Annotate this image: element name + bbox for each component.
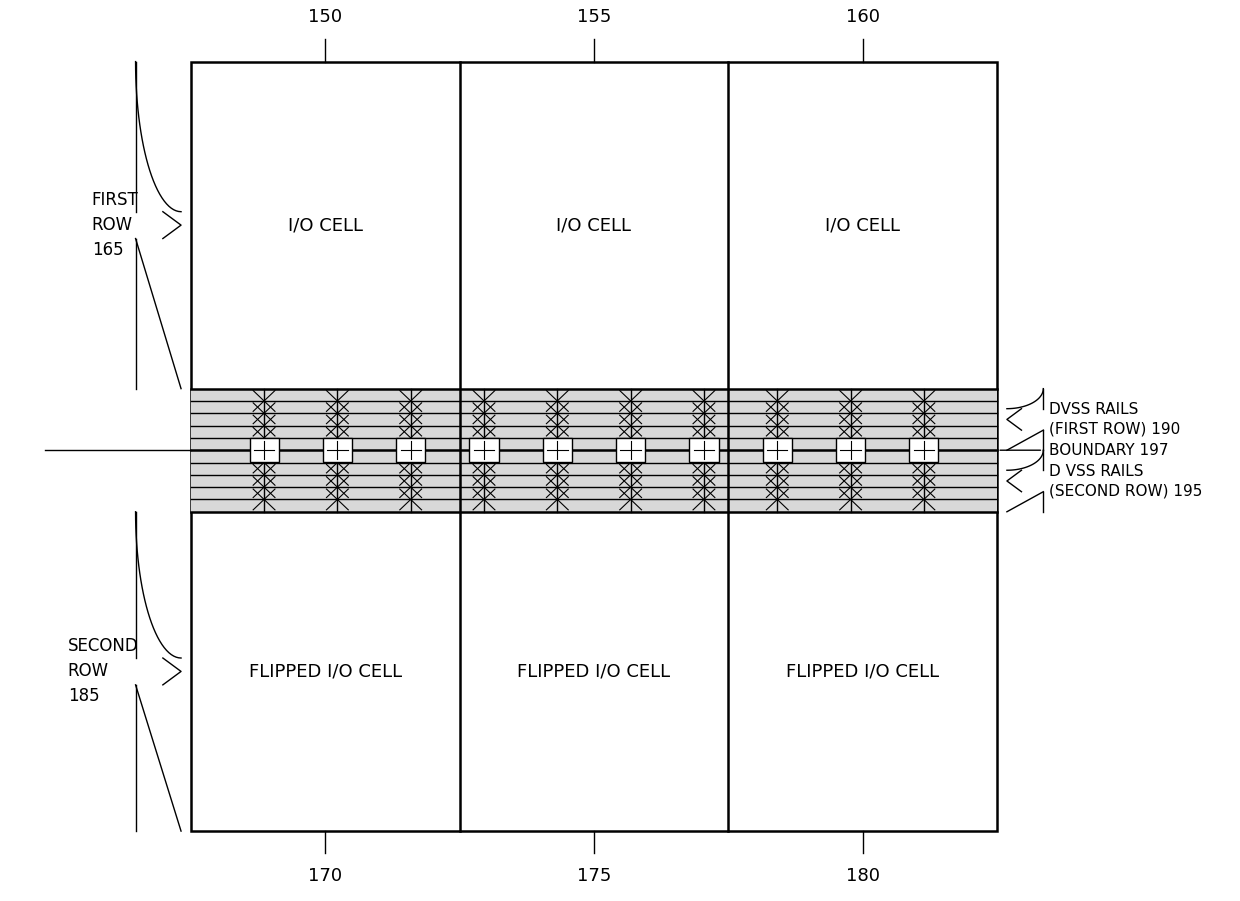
Text: I/O CELL: I/O CELL (826, 216, 900, 234)
Bar (249, 438, 279, 462)
Text: 160: 160 (846, 8, 880, 26)
Bar (322, 438, 352, 462)
Bar (763, 438, 792, 462)
Text: 180: 180 (846, 867, 880, 885)
Text: D VSS RAILS
(SECOND ROW) 195: D VSS RAILS (SECOND ROW) 195 (1049, 464, 1203, 498)
Bar (616, 438, 645, 462)
Bar (689, 438, 718, 462)
Bar (191, 388, 997, 512)
Text: 155: 155 (577, 8, 611, 26)
Text: 150: 150 (308, 8, 342, 26)
Text: I/O CELL: I/O CELL (288, 216, 362, 234)
Text: 175: 175 (577, 867, 611, 885)
Bar (909, 438, 939, 462)
Text: FLIPPED I/O CELL: FLIPPED I/O CELL (248, 662, 402, 680)
Text: FLIPPED I/O CELL: FLIPPED I/O CELL (786, 662, 940, 680)
Text: BOUNDARY 197: BOUNDARY 197 (1049, 442, 1169, 458)
Text: DVSS RAILS
(FIRST ROW) 190: DVSS RAILS (FIRST ROW) 190 (1049, 402, 1180, 437)
Bar (470, 438, 498, 462)
Bar (191, 61, 997, 831)
Bar (543, 438, 572, 462)
Bar (396, 438, 425, 462)
Text: I/O CELL: I/O CELL (557, 216, 631, 234)
Text: 170: 170 (308, 867, 342, 885)
Text: FLIPPED I/O CELL: FLIPPED I/O CELL (517, 662, 671, 680)
Text: FIRST
ROW
165: FIRST ROW 165 (92, 191, 139, 259)
Text: SECOND
ROW
185: SECOND ROW 185 (68, 637, 139, 705)
Bar (836, 438, 866, 462)
